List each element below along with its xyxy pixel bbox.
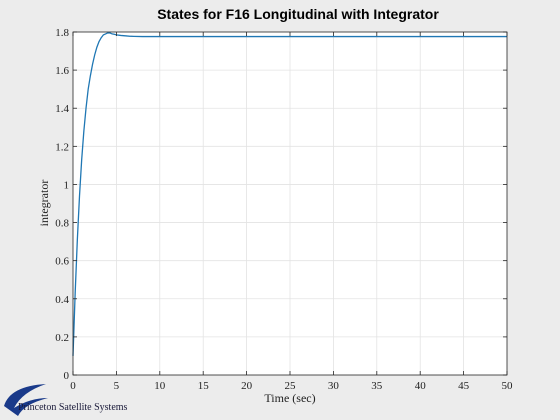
x-tick-label: 45 xyxy=(458,380,470,392)
series-line xyxy=(72,32,507,356)
y-tick-label: 1.6 xyxy=(55,65,69,77)
y-tick-label: 0.2 xyxy=(55,332,69,344)
x-tick-label: 30 xyxy=(328,380,340,392)
grid xyxy=(73,32,507,375)
y-tick-label: 0.6 xyxy=(55,256,69,268)
y-tick-label: 1.2 xyxy=(55,141,69,153)
series-layer xyxy=(72,32,507,356)
y-axis-label: integrator xyxy=(37,180,51,227)
ticks: 0 5 10 15 20 25 30 35 40 45 50 0 0.2 0.4 0.6 0.8 1 1.2 1.4… xyxy=(55,27,513,392)
x-tick-label: 35 xyxy=(371,380,383,392)
x-tick-label: 40 xyxy=(415,380,427,392)
y-tick-label: 0 xyxy=(64,370,70,382)
x-tick-label: 10 xyxy=(154,380,166,392)
x-axis-label: Time (sec) xyxy=(264,391,315,405)
x-tick-label: 50 xyxy=(502,380,514,392)
y-tick-label: 0.8 xyxy=(55,218,69,230)
x-tick-label: 15 xyxy=(198,380,210,392)
x-tick-label: 5 xyxy=(114,380,120,392)
logo-text: Princeton Satellite Systems xyxy=(18,402,128,413)
x-tick-label: 20 xyxy=(241,380,253,392)
x-tick-label: 0 xyxy=(70,380,76,392)
y-tick-label: 1.8 xyxy=(55,27,69,39)
y-tick-label: 1 xyxy=(64,179,70,191)
x-tick-label: 25 xyxy=(285,380,297,392)
chart-title: States for F16 Longitudinal with Integra… xyxy=(157,6,439,22)
y-tick-label: 0.4 xyxy=(55,294,69,306)
logo: Princeton Satellite Systems xyxy=(4,384,128,416)
y-tick-label: 1.4 xyxy=(55,103,69,115)
logo-swoosh-icon xyxy=(4,384,48,416)
